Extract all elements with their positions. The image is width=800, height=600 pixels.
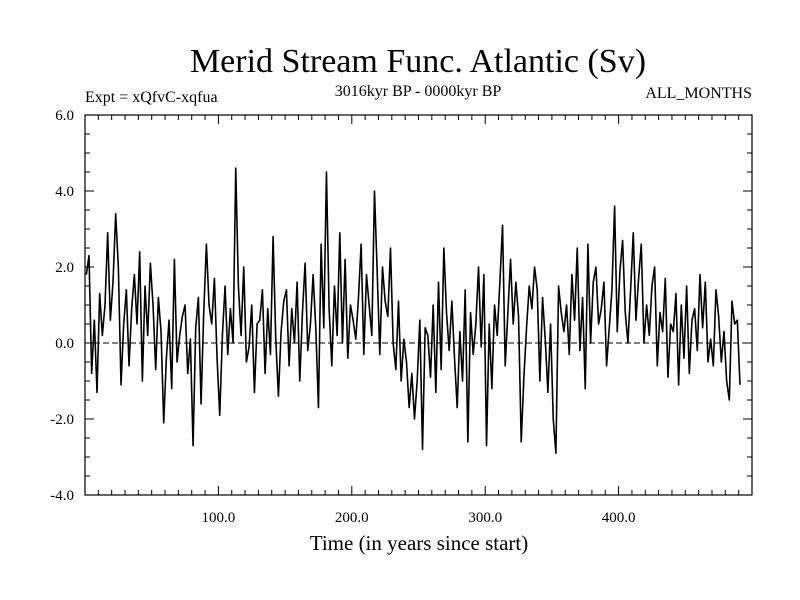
plot-frame xyxy=(84,114,753,496)
season-label: ALL_MONTHS xyxy=(645,85,752,102)
x-axis-label: Time (in years since start) xyxy=(310,531,529,555)
experiment-label: Expt = xQfvC-xqfua xyxy=(85,89,218,106)
axis-ticks xyxy=(85,115,752,495)
chart-title: Merid Stream Func. Atlantic (Sv) xyxy=(190,43,646,80)
y-tick-label: -4.0 xyxy=(50,488,74,504)
y-tick-label: -2.0 xyxy=(50,412,74,428)
y-tick-labels: -4.0 -2.0 0.0 2.0 4.0 6.0 xyxy=(50,108,74,504)
y-tick-label: 4.0 xyxy=(55,184,74,200)
x-tick-label: 400.0 xyxy=(602,510,636,526)
x-tick-label: 300.0 xyxy=(468,510,502,526)
y-tick-label: 0.0 xyxy=(55,336,74,352)
plot-area xyxy=(84,114,753,496)
series-line xyxy=(85,167,741,455)
x-tick-label: 200.0 xyxy=(335,510,369,526)
y-tick-label: 2.0 xyxy=(55,260,74,276)
y-tick-label: 6.0 xyxy=(55,108,74,124)
x-tick-label: 100.0 xyxy=(202,510,236,526)
chart-subtitle: 3016kyr BP - 0000kyr BP xyxy=(335,83,502,100)
x-tick-labels: 100.0 200.0 300.0 400.0 xyxy=(202,510,636,526)
